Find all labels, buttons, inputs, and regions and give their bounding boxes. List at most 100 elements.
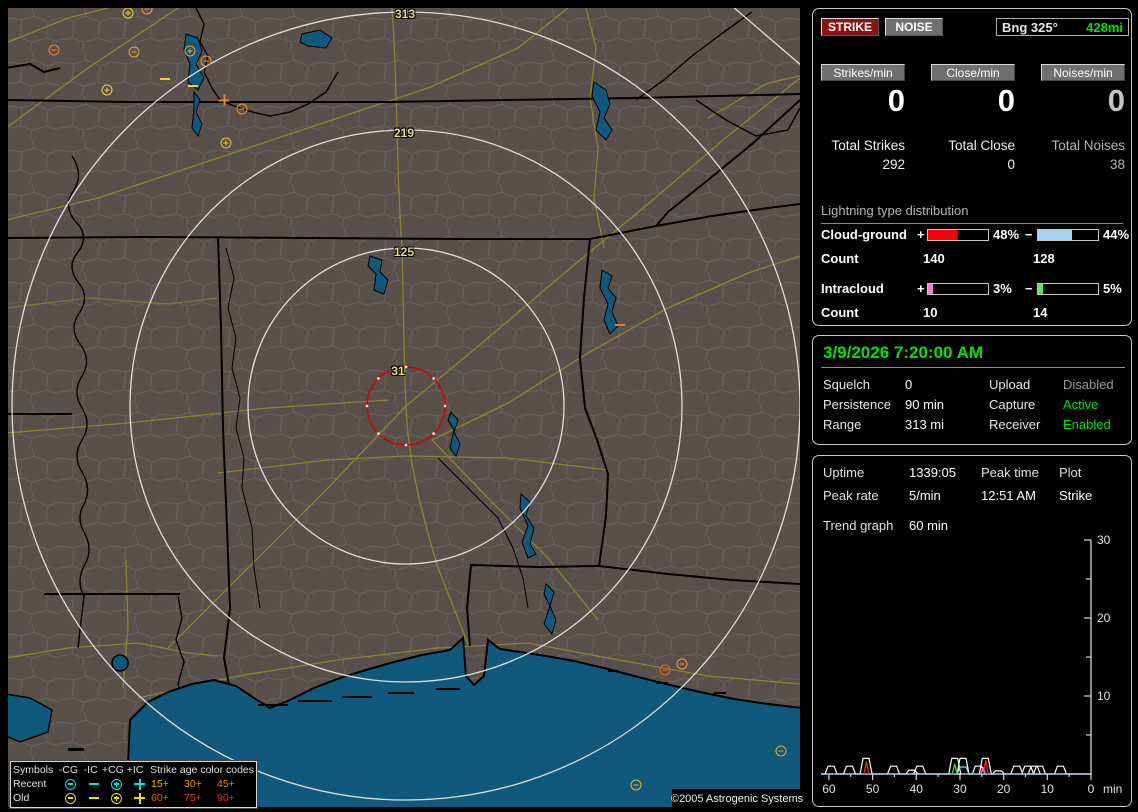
strikes-per-min-value: 0 (887, 83, 905, 118)
uptime-label: Uptime (823, 465, 865, 480)
legend-age-90: 90+ (217, 792, 235, 804)
alarm-ring (365, 365, 447, 447)
map-canvas (8, 8, 800, 807)
range-value: 313 mi (905, 417, 945, 432)
capture-label: Capture (989, 397, 1036, 412)
noises-per-min-value: 0 (1107, 83, 1125, 118)
svg-text:20: 20 (997, 782, 1011, 796)
cg-neg-strike-symbol (141, 8, 153, 15)
trend-graph-chart: 10 20 30 0 10 20 30 40 50 60 min (821, 533, 1122, 796)
strikes-per-min-button[interactable]: Strikes/min (821, 64, 905, 81)
ic-pos-count: 10 (923, 305, 938, 320)
legend-ic-neg-icon (82, 777, 105, 791)
noise-toggle-button[interactable]: NOISE (885, 18, 943, 36)
legend-row-label: Old (13, 792, 30, 804)
cg-neg-strike-symbol (775, 745, 787, 757)
ic-neg-strike-symbol (88, 797, 99, 799)
svg-text:40: 40 (910, 782, 924, 796)
cg-pos-strike-symbol (111, 778, 122, 790)
cg-neg-strike-symbol (659, 664, 671, 676)
rivers (67, 8, 800, 707)
legend-age-30: 30+ (184, 778, 202, 790)
plot-label: Plot (1059, 465, 1082, 480)
svg-text:10: 10 (1041, 782, 1055, 796)
legend-symbols-label: Symbols (13, 764, 54, 776)
legend-age-45: 45+ (217, 778, 235, 790)
legend-age-15: 15+ (151, 778, 169, 790)
legend-row-label: Recent (13, 778, 47, 790)
legend-col-ic-pos: +IC (126, 764, 144, 776)
close-per-min-button[interactable]: Close/min (931, 64, 1015, 81)
squelch-value: 0 (905, 377, 913, 392)
svg-text:60: 60 (822, 782, 836, 796)
road-network (8, 8, 800, 699)
trend-graph-label: Trend graph (823, 518, 894, 533)
cg-neg-strike-symbol (65, 778, 76, 790)
ic-neg-strike-symbol (615, 324, 625, 326)
legend-col-cg-neg: -CG (58, 764, 79, 776)
strike-map[interactable]: 313 219 125 31 (8, 8, 800, 807)
ic-neg-strike-symbol (160, 78, 170, 80)
total-close-label: Total Close (948, 138, 1015, 153)
cg-neg-strike-symbol (48, 44, 60, 56)
cg-neg-bar (1037, 229, 1099, 241)
receiver-status: Enabled (1063, 417, 1111, 432)
noises-per-min-button[interactable]: Noises/min (1041, 64, 1125, 81)
clock-panel: 3/9/2026 7:20:00 AM Squelch 0 Upload Dis… (812, 335, 1132, 445)
svg-text:0: 0 (1088, 782, 1095, 796)
bearing-readout: Bng 325° 428mi (996, 18, 1129, 36)
state-borders (8, 62, 800, 691)
ic-neg-bar (1037, 283, 1099, 295)
cg-pos-count: 140 (923, 251, 945, 266)
legend-age-title: Strike age color codes (150, 764, 255, 776)
cg-neg-percent: 44% (1103, 227, 1130, 242)
peak-time-label: Peak time (981, 465, 1039, 480)
range-ring-label-31: 31 (391, 364, 405, 378)
counters-panel: STRIKE NOISE Bng 325° 428mi Strikes/min … (812, 8, 1132, 326)
ic-count-label: Count (821, 305, 859, 320)
total-strikes-label: Total Strikes (831, 138, 905, 153)
strike-toggle-button[interactable]: STRIKE (821, 18, 879, 36)
ic-pos-strike-symbol (134, 778, 145, 790)
ic-neg-strike-symbol (188, 85, 198, 87)
legend-body: Recent 15+ 30+ 45+ Old 60+ 75+ 90+ (13, 777, 254, 805)
copyright-notice: ©2005 Astrogenic Systems (671, 789, 803, 808)
bearing-distance: 428mi (1086, 19, 1123, 35)
upload-status: Disabled (1063, 377, 1114, 392)
legend-header-row: Symbols -CG -IC +CG +IC Strike age color… (13, 763, 254, 777)
cg-neg-sign: − (1025, 227, 1033, 242)
legend-cg-pos-icon (105, 791, 128, 805)
cg-pos-strike-symbol (184, 45, 196, 57)
ic-neg-count: 14 (1033, 305, 1048, 320)
svg-text:20: 20 (1097, 611, 1111, 625)
cg-pos-sign: + (917, 227, 925, 242)
water-bodies (8, 29, 800, 807)
cg-neg-strike-symbol (630, 779, 642, 791)
ic-pos-sign: + (917, 281, 925, 296)
total-close-value: 0 (1007, 157, 1015, 172)
uptime-value: 1339:05 (909, 465, 956, 480)
plot-mode-value: Strike (1059, 488, 1093, 503)
receiver-label: Receiver (989, 417, 1041, 432)
svg-text:min: min (1103, 782, 1122, 796)
cg-pos-strike-symbol (111, 792, 122, 804)
cg-neg-count: 128 (1033, 251, 1055, 266)
ic-pos-strike-symbol (134, 792, 145, 804)
ic-pos-percent: 3% (993, 281, 1012, 296)
cg-neg-strike-symbol (65, 792, 76, 804)
persistence-value: 90 min (905, 397, 945, 412)
total-noises-value: 38 (1109, 157, 1125, 172)
total-strikes-value: 292 (882, 157, 905, 172)
strike-symbol-layer (8, 8, 800, 807)
legend-age-75: 75+ (184, 792, 202, 804)
legend-ic-pos-icon (128, 791, 151, 805)
cg-pos-percent: 48% (993, 227, 1020, 242)
svg-text:50: 50 (866, 782, 880, 796)
ic-pos-strike-symbol (218, 94, 230, 106)
cg-count-label: Count (821, 251, 859, 266)
legend-row-recent: Recent 15+ 30+ 45+ (13, 777, 254, 791)
legend-row-old: Old 60+ 75+ 90+ (13, 791, 254, 805)
cg-pos-strike-symbol (122, 8, 134, 19)
legend-cg-neg-icon (59, 791, 82, 805)
cg-neg-strike-symbol (236, 103, 248, 115)
